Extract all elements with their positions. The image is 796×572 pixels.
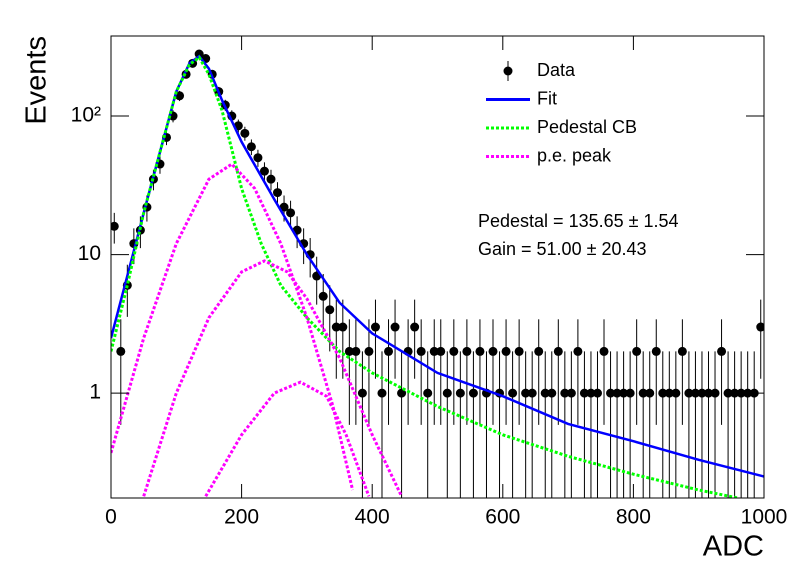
data-point xyxy=(338,322,348,332)
data-point xyxy=(638,388,648,398)
y-tick-label: 1 xyxy=(89,381,101,404)
data-point xyxy=(357,388,367,398)
legend-marker xyxy=(503,66,513,76)
data-point xyxy=(566,388,576,398)
data-point xyxy=(116,346,126,356)
data-point xyxy=(534,346,544,356)
data-point xyxy=(599,346,609,356)
annotation: Pedestal = 135.65 ± 1.54 xyxy=(478,211,679,231)
data-point xyxy=(364,346,374,356)
data-point xyxy=(273,188,283,198)
x-tick-label: 800 xyxy=(616,506,651,529)
data-point xyxy=(736,388,746,398)
data-point xyxy=(527,388,537,398)
data-point xyxy=(266,174,276,184)
annotation: Gain = 51.00 ± 20.43 xyxy=(478,239,647,259)
data-point xyxy=(710,388,720,398)
data-point xyxy=(423,388,433,398)
data-point xyxy=(455,388,465,398)
legend-label: p.e. peak xyxy=(537,145,612,165)
data-point xyxy=(625,388,635,398)
x-tick-label: 400 xyxy=(355,506,390,529)
data-point xyxy=(592,388,602,398)
data-point xyxy=(384,346,394,356)
data-point xyxy=(540,388,550,398)
data-point xyxy=(468,388,478,398)
data-point xyxy=(475,346,485,356)
data-point xyxy=(508,388,518,398)
data-point xyxy=(462,346,472,356)
x-tick-label: 0 xyxy=(105,506,117,529)
data-point xyxy=(377,388,387,398)
data-point xyxy=(351,346,361,356)
data-point xyxy=(246,142,256,152)
data-point xyxy=(573,346,583,356)
data-point xyxy=(331,322,341,332)
y-tick-label: 10 xyxy=(78,242,101,265)
data-point xyxy=(730,388,740,398)
data-point xyxy=(449,346,459,356)
data-point xyxy=(651,346,661,356)
y-axis-label: Events xyxy=(21,36,53,125)
data-point xyxy=(397,388,407,398)
data-point xyxy=(318,291,328,301)
data-point xyxy=(723,388,733,398)
data-point xyxy=(286,208,296,218)
data-point xyxy=(436,346,446,356)
data-point xyxy=(259,166,269,176)
legend-label: Data xyxy=(537,60,576,80)
data-point xyxy=(690,388,700,398)
y-tick-label: 10² xyxy=(71,104,101,127)
data-point xyxy=(586,388,596,398)
curve xyxy=(204,380,371,498)
data-point xyxy=(553,346,563,356)
data-point xyxy=(697,388,707,398)
x-tick-label: 200 xyxy=(224,506,259,529)
data-point xyxy=(240,128,250,138)
data-point xyxy=(756,322,764,332)
data-point xyxy=(111,221,119,231)
data-point xyxy=(606,388,616,398)
data-point xyxy=(501,346,511,356)
data-point xyxy=(619,388,629,398)
curve xyxy=(111,55,739,498)
data-point xyxy=(684,388,694,398)
data-point xyxy=(416,346,426,356)
data-point xyxy=(671,388,681,398)
data-point xyxy=(677,346,687,356)
data-point xyxy=(579,388,589,398)
curve xyxy=(111,162,355,491)
data-point xyxy=(547,388,557,398)
data-point xyxy=(410,322,420,332)
plot-area xyxy=(111,49,764,498)
data-point xyxy=(370,322,380,332)
data-point xyxy=(560,388,570,398)
data-point xyxy=(664,388,674,398)
data-point xyxy=(632,346,642,356)
x-axis-label: ADC xyxy=(703,531,764,563)
frame xyxy=(110,35,765,499)
data-point xyxy=(253,153,263,163)
data-point xyxy=(703,388,713,398)
data-point xyxy=(390,322,400,332)
data-point xyxy=(612,388,622,398)
x-tick-label: 600 xyxy=(485,506,520,529)
data-point xyxy=(645,388,655,398)
data-point xyxy=(658,388,668,398)
data-point xyxy=(279,202,289,212)
data-point xyxy=(442,388,452,398)
data-point xyxy=(429,346,439,356)
data-point xyxy=(514,346,524,356)
data-point xyxy=(325,305,335,315)
legend-label: Fit xyxy=(537,88,557,108)
data-point xyxy=(521,388,531,398)
data-point xyxy=(344,346,354,356)
legend-label: Pedestal CB xyxy=(537,117,637,137)
data-point xyxy=(194,49,204,59)
x-tick-label: 1000 xyxy=(741,506,788,529)
data-point xyxy=(717,346,727,356)
data-point xyxy=(488,346,498,356)
